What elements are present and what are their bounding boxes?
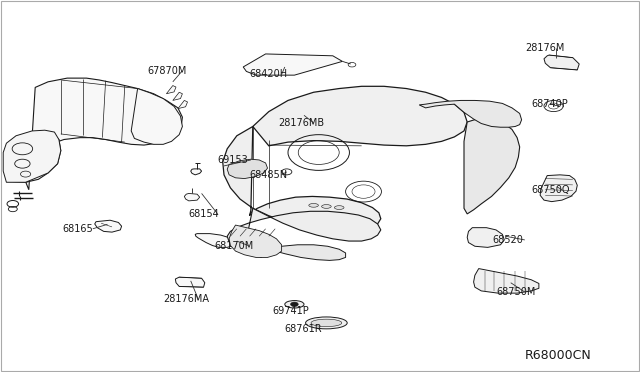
Polygon shape xyxy=(257,245,346,260)
Text: 68740P: 68740P xyxy=(531,99,568,109)
Text: R68000CN: R68000CN xyxy=(525,349,591,362)
Polygon shape xyxy=(540,175,577,202)
Ellipse shape xyxy=(335,206,344,209)
Polygon shape xyxy=(22,78,182,190)
Ellipse shape xyxy=(311,319,342,327)
Ellipse shape xyxy=(308,203,319,207)
Polygon shape xyxy=(243,54,342,75)
Polygon shape xyxy=(3,130,61,182)
Text: 68154: 68154 xyxy=(189,209,220,219)
Ellipse shape xyxy=(321,205,332,208)
Text: 67870M: 67870M xyxy=(147,66,187,76)
Polygon shape xyxy=(467,228,504,247)
Polygon shape xyxy=(419,100,522,127)
Polygon shape xyxy=(5,134,61,182)
Polygon shape xyxy=(95,220,122,232)
Polygon shape xyxy=(227,208,381,248)
Text: 68420H: 68420H xyxy=(250,70,288,79)
Polygon shape xyxy=(195,234,236,247)
Text: 28176MA: 28176MA xyxy=(163,295,209,304)
Polygon shape xyxy=(166,86,176,94)
Polygon shape xyxy=(544,55,579,70)
Ellipse shape xyxy=(306,317,347,329)
Polygon shape xyxy=(173,92,182,100)
Text: 69741P: 69741P xyxy=(272,306,308,315)
Text: 28176M: 28176M xyxy=(525,44,564,53)
Polygon shape xyxy=(223,126,381,231)
Text: 68165: 68165 xyxy=(63,224,93,234)
Polygon shape xyxy=(175,277,205,287)
Polygon shape xyxy=(229,225,282,257)
Ellipse shape xyxy=(285,301,304,308)
Text: 68750Q: 68750Q xyxy=(531,185,570,195)
Text: 68170M: 68170M xyxy=(214,241,253,250)
Text: 68485N: 68485N xyxy=(250,170,288,180)
Polygon shape xyxy=(178,100,188,109)
Polygon shape xyxy=(191,169,202,175)
Polygon shape xyxy=(288,109,315,121)
Text: 68750M: 68750M xyxy=(496,287,536,297)
Polygon shape xyxy=(474,269,539,293)
Circle shape xyxy=(291,302,298,307)
Text: 68520: 68520 xyxy=(493,235,524,245)
Polygon shape xyxy=(227,159,268,179)
Text: 28176MB: 28176MB xyxy=(278,118,324,128)
Polygon shape xyxy=(464,118,520,214)
Polygon shape xyxy=(184,193,200,201)
Text: 69153: 69153 xyxy=(218,155,248,165)
Text: 68761R: 68761R xyxy=(285,324,323,334)
Polygon shape xyxy=(253,86,467,146)
Polygon shape xyxy=(131,89,182,144)
